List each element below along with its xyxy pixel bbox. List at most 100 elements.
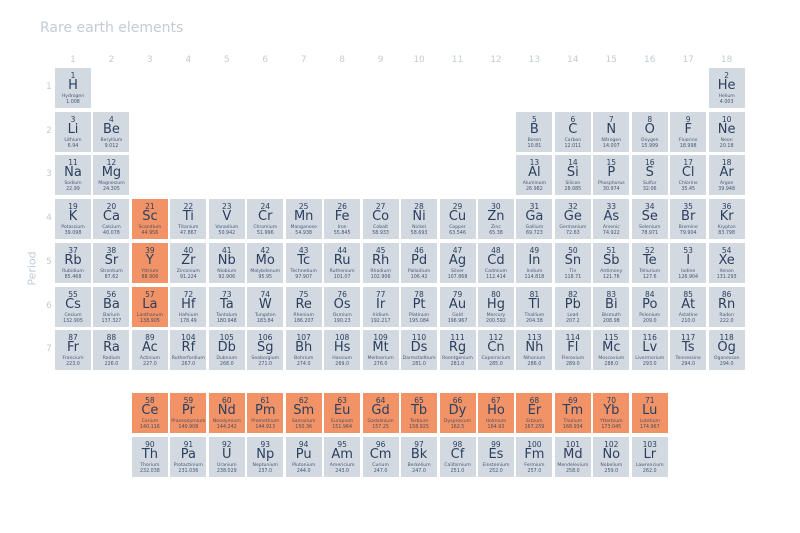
- element-name: Osmium: [332, 312, 352, 318]
- period-label: 2: [46, 125, 52, 136]
- atomic-number: 46: [414, 245, 424, 255]
- atomic-weight: 186.207: [293, 318, 314, 324]
- group-label: 14: [567, 55, 579, 65]
- element-cell-po: 84 Po Polonium 209.0: [631, 286, 668, 327]
- atomic-number: 36: [721, 202, 732, 212]
- group-label: 2: [108, 55, 115, 65]
- atomic-weight: 14.007: [602, 143, 620, 149]
- element-name: Thallium: [524, 312, 545, 318]
- atomic-number: 117: [681, 333, 696, 343]
- atomic-weight: 79.904: [679, 231, 697, 237]
- element-symbol: Ho: [487, 403, 505, 418]
- atomic-number: 77: [375, 289, 386, 299]
- atomic-number: 118: [719, 333, 734, 343]
- atomic-number: 23: [222, 202, 232, 212]
- element-symbol: Sc: [142, 209, 158, 225]
- element-symbol: Ta: [219, 296, 234, 312]
- element-symbol: Fe: [334, 209, 350, 225]
- atomic-number: 1: [70, 71, 76, 80]
- element-cell-te: 52 Te Tellurium 127.6: [631, 242, 668, 283]
- element-symbol: Dy: [448, 403, 467, 418]
- element-cell-s: 16 S Sulfur 32.06: [631, 155, 668, 196]
- element-cell-tm: 69 Tm Thulium 168.934: [554, 393, 591, 433]
- atomic-weight: 173.045: [601, 425, 622, 430]
- element-name: Phosphorus: [597, 181, 625, 187]
- element-cell-mg: 12 Mg Magnesium 24.305: [93, 155, 130, 196]
- atomic-weight: 294.0: [681, 362, 696, 368]
- element-cell-re: 75 Re Rhenium 186.207: [285, 286, 322, 327]
- element-name: Erbium: [526, 419, 543, 424]
- element-symbol: Pr: [181, 403, 195, 418]
- atomic-number: 99: [491, 439, 501, 449]
- element-cell-ga: 31 Ga Gallium 69.723: [516, 199, 553, 240]
- element-symbol: B: [529, 121, 539, 137]
- atomic-number: 37: [68, 245, 78, 255]
- atomic-weight: 168.934: [562, 425, 583, 430]
- atomic-weight: 106.42: [410, 274, 428, 280]
- element-symbol: Zn: [487, 209, 505, 225]
- element-name: Holmium: [485, 419, 507, 424]
- element-name: Germanium: [559, 225, 587, 231]
- atomic-number: 15: [606, 158, 617, 168]
- element-symbol: Ir: [376, 296, 386, 312]
- element-cell-li: 3 Li Lithium 6.94: [55, 111, 91, 152]
- element-cell-cd: 48 Cd Cadmium 112.414: [477, 242, 514, 283]
- element-symbol: F: [684, 121, 692, 137]
- atomic-number: 94: [298, 439, 309, 449]
- element-symbol: Md: [563, 446, 583, 462]
- element-name: Rubidium: [62, 268, 84, 274]
- element-symbol: Cm: [369, 446, 392, 462]
- element-cell-sr: 38 Sr Strontium 87.62: [93, 242, 130, 283]
- atomic-weight: 1.008: [66, 100, 80, 105]
- atomic-number: 78: [414, 289, 424, 299]
- atomic-number: 112: [488, 333, 504, 343]
- atomic-weight: 35.45: [681, 187, 696, 193]
- element-symbol: Co: [372, 209, 390, 225]
- atomic-weight: 238.029: [216, 468, 237, 474]
- atomic-weight: 262.0: [642, 468, 657, 474]
- element-name: Nobelium: [600, 462, 623, 468]
- element-cell-mo: 42 Mo Molybdenum 95.95: [247, 242, 284, 283]
- element-name: Meitnerium: [367, 356, 394, 362]
- atomic-weight: 78.971: [641, 231, 659, 237]
- element-cell-cf: 98 Cf Californium 251.0: [439, 436, 476, 477]
- element-symbol: Ca: [102, 209, 120, 225]
- element-name: Lawrencium: [635, 462, 664, 468]
- element-symbol: Er: [527, 403, 542, 418]
- element-name: Molybdenum: [250, 268, 281, 274]
- element-cell-ts: 117 Ts Tennessine 294.0: [670, 330, 707, 371]
- atomic-weight: 97.907: [295, 274, 313, 280]
- element-symbol: Au: [448, 296, 467, 312]
- element-cell-tl: 81 Tl Thallium 204.38: [516, 286, 553, 327]
- atomic-number: 11: [68, 158, 78, 168]
- element-symbol: Ce: [141, 403, 159, 418]
- element-name: Arsenic: [602, 225, 620, 231]
- element-cell-nb: 41 Nb Niobium 92.906: [208, 242, 245, 283]
- element-symbol: Ag: [448, 252, 467, 268]
- element-name: Copper: [449, 225, 466, 231]
- element-cell-fl: 114 Fl Flerovium 289.0: [554, 330, 591, 371]
- atomic-weight: 150.36: [295, 425, 313, 430]
- group-label: 1: [70, 55, 76, 65]
- atomic-number: 85: [683, 289, 693, 299]
- element-cell-cn: 112 Cn Copernicium 285.0: [477, 330, 514, 371]
- atomic-weight: 69.723: [525, 231, 543, 237]
- atomic-weight: 200.592: [486, 318, 506, 324]
- element-symbol: Si: [566, 165, 579, 181]
- element-cell-tb: 65 Tb Terbium 158.925: [401, 393, 438, 433]
- element-cell-ds: 110 Ds Darmstadtium 281.0: [401, 330, 438, 371]
- atomic-weight: 39.948: [718, 187, 736, 193]
- element-cell-u: 92 U Uranium 238.029: [208, 436, 245, 477]
- element-name: Rhenium: [293, 312, 314, 318]
- element-symbol: W: [258, 296, 272, 312]
- element-cell-zn: 30 Zn Zinc 65.38: [477, 199, 514, 240]
- element-cell-os: 76 Os Osmium 190.23: [324, 286, 361, 327]
- atomic-number: 79: [452, 289, 463, 299]
- atomic-weight: 32.06: [642, 187, 657, 193]
- element-name: Thorium: [140, 462, 160, 468]
- atomic-number: 28: [414, 202, 424, 212]
- element-cell-fe: 26 Fe Iron 55.845: [324, 199, 361, 240]
- element-symbol: U: [222, 446, 232, 462]
- element-symbol: Cn: [487, 340, 505, 356]
- element-symbol: Fr: [67, 340, 79, 356]
